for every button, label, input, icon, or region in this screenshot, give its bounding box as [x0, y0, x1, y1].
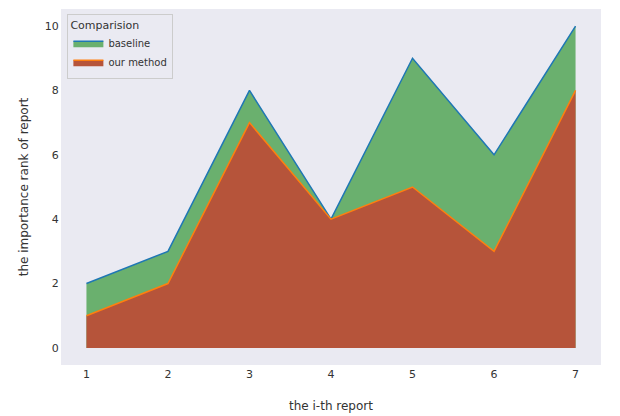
svg-text:baseline: baseline: [108, 38, 150, 49]
svg-text:7: 7: [572, 368, 579, 381]
svg-text:2: 2: [164, 368, 171, 381]
svg-text:0: 0: [52, 342, 59, 355]
svg-text:4: 4: [52, 213, 59, 226]
svg-text:5: 5: [409, 368, 416, 381]
svg-text:10: 10: [45, 20, 59, 33]
svg-text:2: 2: [52, 277, 59, 290]
svg-text:Comparision: Comparision: [70, 19, 139, 32]
svg-text:1: 1: [83, 368, 90, 381]
svg-text:our method: our method: [108, 57, 166, 68]
svg-text:6: 6: [52, 149, 59, 162]
svg-text:4: 4: [328, 368, 335, 381]
svg-text:the i-th report: the i-th report: [289, 399, 373, 413]
svg-text:3: 3: [246, 368, 253, 381]
svg-text:6: 6: [491, 368, 498, 381]
svg-text:the importance rank of report: the importance rank of report: [17, 97, 31, 276]
svg-text:8: 8: [52, 84, 59, 97]
